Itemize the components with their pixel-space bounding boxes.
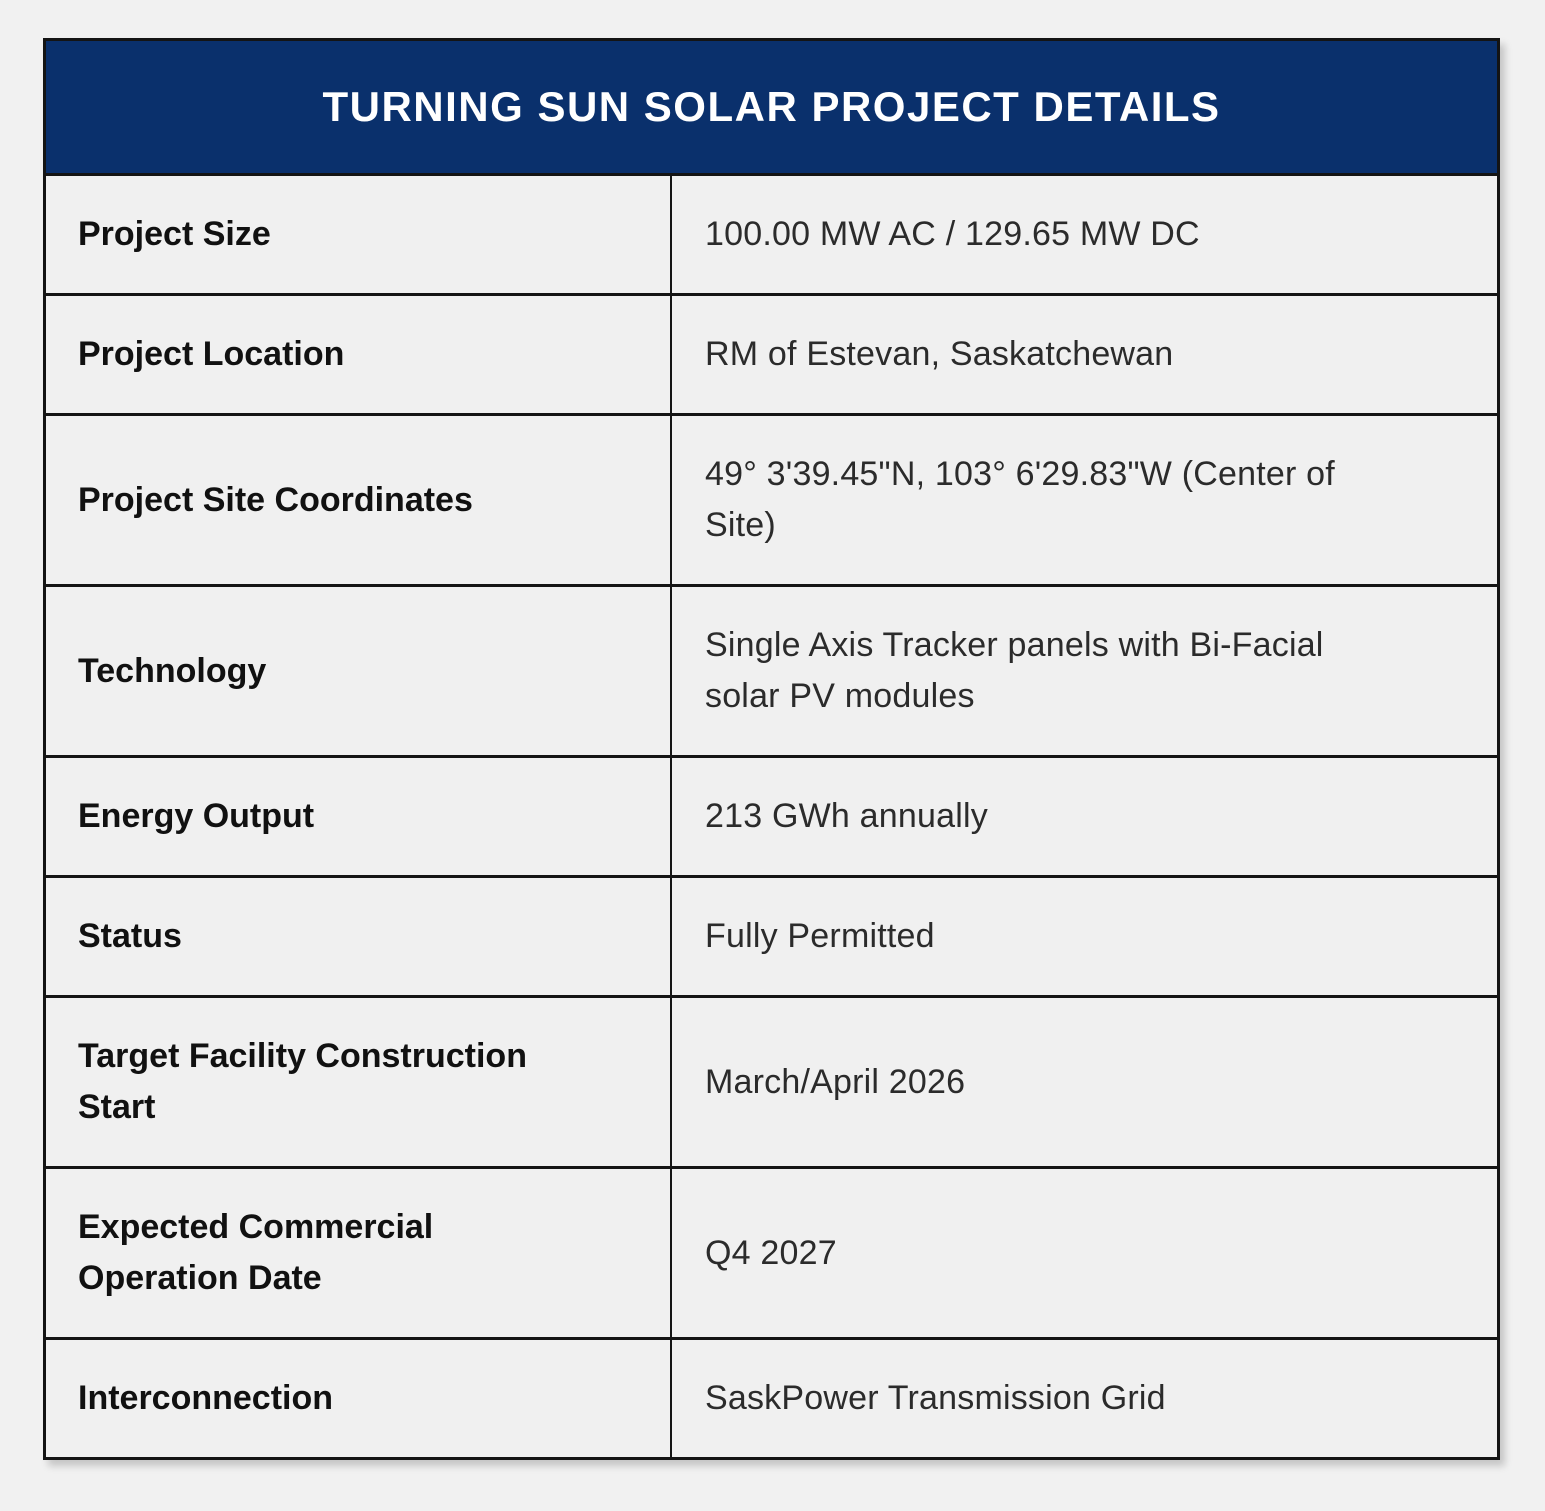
table-header-band: TURNING SUN SOLAR PROJECT DETAILS	[46, 41, 1497, 173]
table-row: Project Size 100.00 MW AC / 129.65 MW DC	[46, 173, 1497, 293]
table-row: Technology Single Axis Tracker panels wi…	[46, 584, 1497, 755]
row-value: Q4 2027	[705, 1233, 837, 1272]
row-value-cell: Q4 2027	[672, 1169, 1497, 1337]
row-value-cell: Single Axis Tracker panels with Bi-Facia…	[672, 587, 1497, 755]
project-details-table: TURNING SUN SOLAR PROJECT DETAILS Projec…	[43, 38, 1500, 1460]
row-value-cell: 49° 3'39.45"N, 103° 6'29.83"W (Center of…	[672, 416, 1497, 584]
table-row: Project Location RM of Estevan, Saskatch…	[46, 293, 1497, 413]
row-label: Energy Output	[78, 797, 315, 835]
row-label: Interconnection	[78, 1379, 334, 1417]
row-label-cell: Project Location	[46, 296, 672, 413]
row-value: Fully Permitted	[705, 917, 935, 955]
table-row: Target Facility Construction Start March…	[46, 995, 1497, 1166]
table-row: Project Site Coordinates 49° 3'39.45"N, …	[46, 413, 1497, 584]
row-value: RM of Estevan, Saskatchewan	[705, 335, 1174, 373]
row-label-cell: Interconnection	[46, 1340, 672, 1457]
row-label: Project Site Coordinates	[78, 480, 473, 519]
row-label: Project Location	[78, 335, 345, 373]
row-value-cell: 213 GWh annually	[672, 758, 1497, 875]
row-value-cell: SaskPower Transmission Grid	[672, 1340, 1497, 1457]
table-row: Interconnection SaskPower Transmission G…	[46, 1337, 1497, 1457]
row-value-cell: Fully Permitted	[672, 878, 1497, 995]
row-label-cell: Project Size	[46, 176, 672, 293]
row-value: SaskPower Transmission Grid	[705, 1379, 1166, 1417]
row-value-cell: RM of Estevan, Saskatchewan	[672, 296, 1497, 413]
table-row: Expected Commercial Operation Date Q4 20…	[46, 1166, 1497, 1337]
row-label: Status	[78, 917, 182, 955]
row-value: 213 GWh annually	[705, 797, 988, 835]
row-value: March/April 2026	[705, 1062, 966, 1101]
row-label-cell: Expected Commercial Operation Date	[46, 1169, 672, 1337]
row-label-cell: Energy Output	[46, 758, 672, 875]
row-label: Technology	[78, 651, 267, 690]
row-value: 49° 3'39.45"N, 103° 6'29.83"W (Center of…	[705, 455, 1335, 544]
row-value: Single Axis Tracker panels with Bi-Facia…	[705, 626, 1324, 715]
row-value: 100.00 MW AC / 129.65 MW DC	[705, 215, 1200, 253]
row-label-cell: Technology	[46, 587, 672, 755]
row-label-cell: Project Site Coordinates	[46, 416, 672, 584]
row-label-cell: Status	[46, 878, 672, 995]
row-label: Target Facility Construction Start	[78, 1037, 527, 1126]
row-value-cell: 100.00 MW AC / 129.65 MW DC	[672, 176, 1497, 293]
row-label: Project Size	[78, 215, 271, 253]
row-label-cell: Target Facility Construction Start	[46, 998, 672, 1166]
table-row: Energy Output 213 GWh annually	[46, 755, 1497, 875]
row-value-cell: March/April 2026	[672, 998, 1497, 1166]
row-label: Expected Commercial Operation Date	[78, 1208, 434, 1297]
table-title: TURNING SUN SOLAR PROJECT DETAILS	[322, 83, 1221, 130]
table-row: Status Fully Permitted	[46, 875, 1497, 995]
